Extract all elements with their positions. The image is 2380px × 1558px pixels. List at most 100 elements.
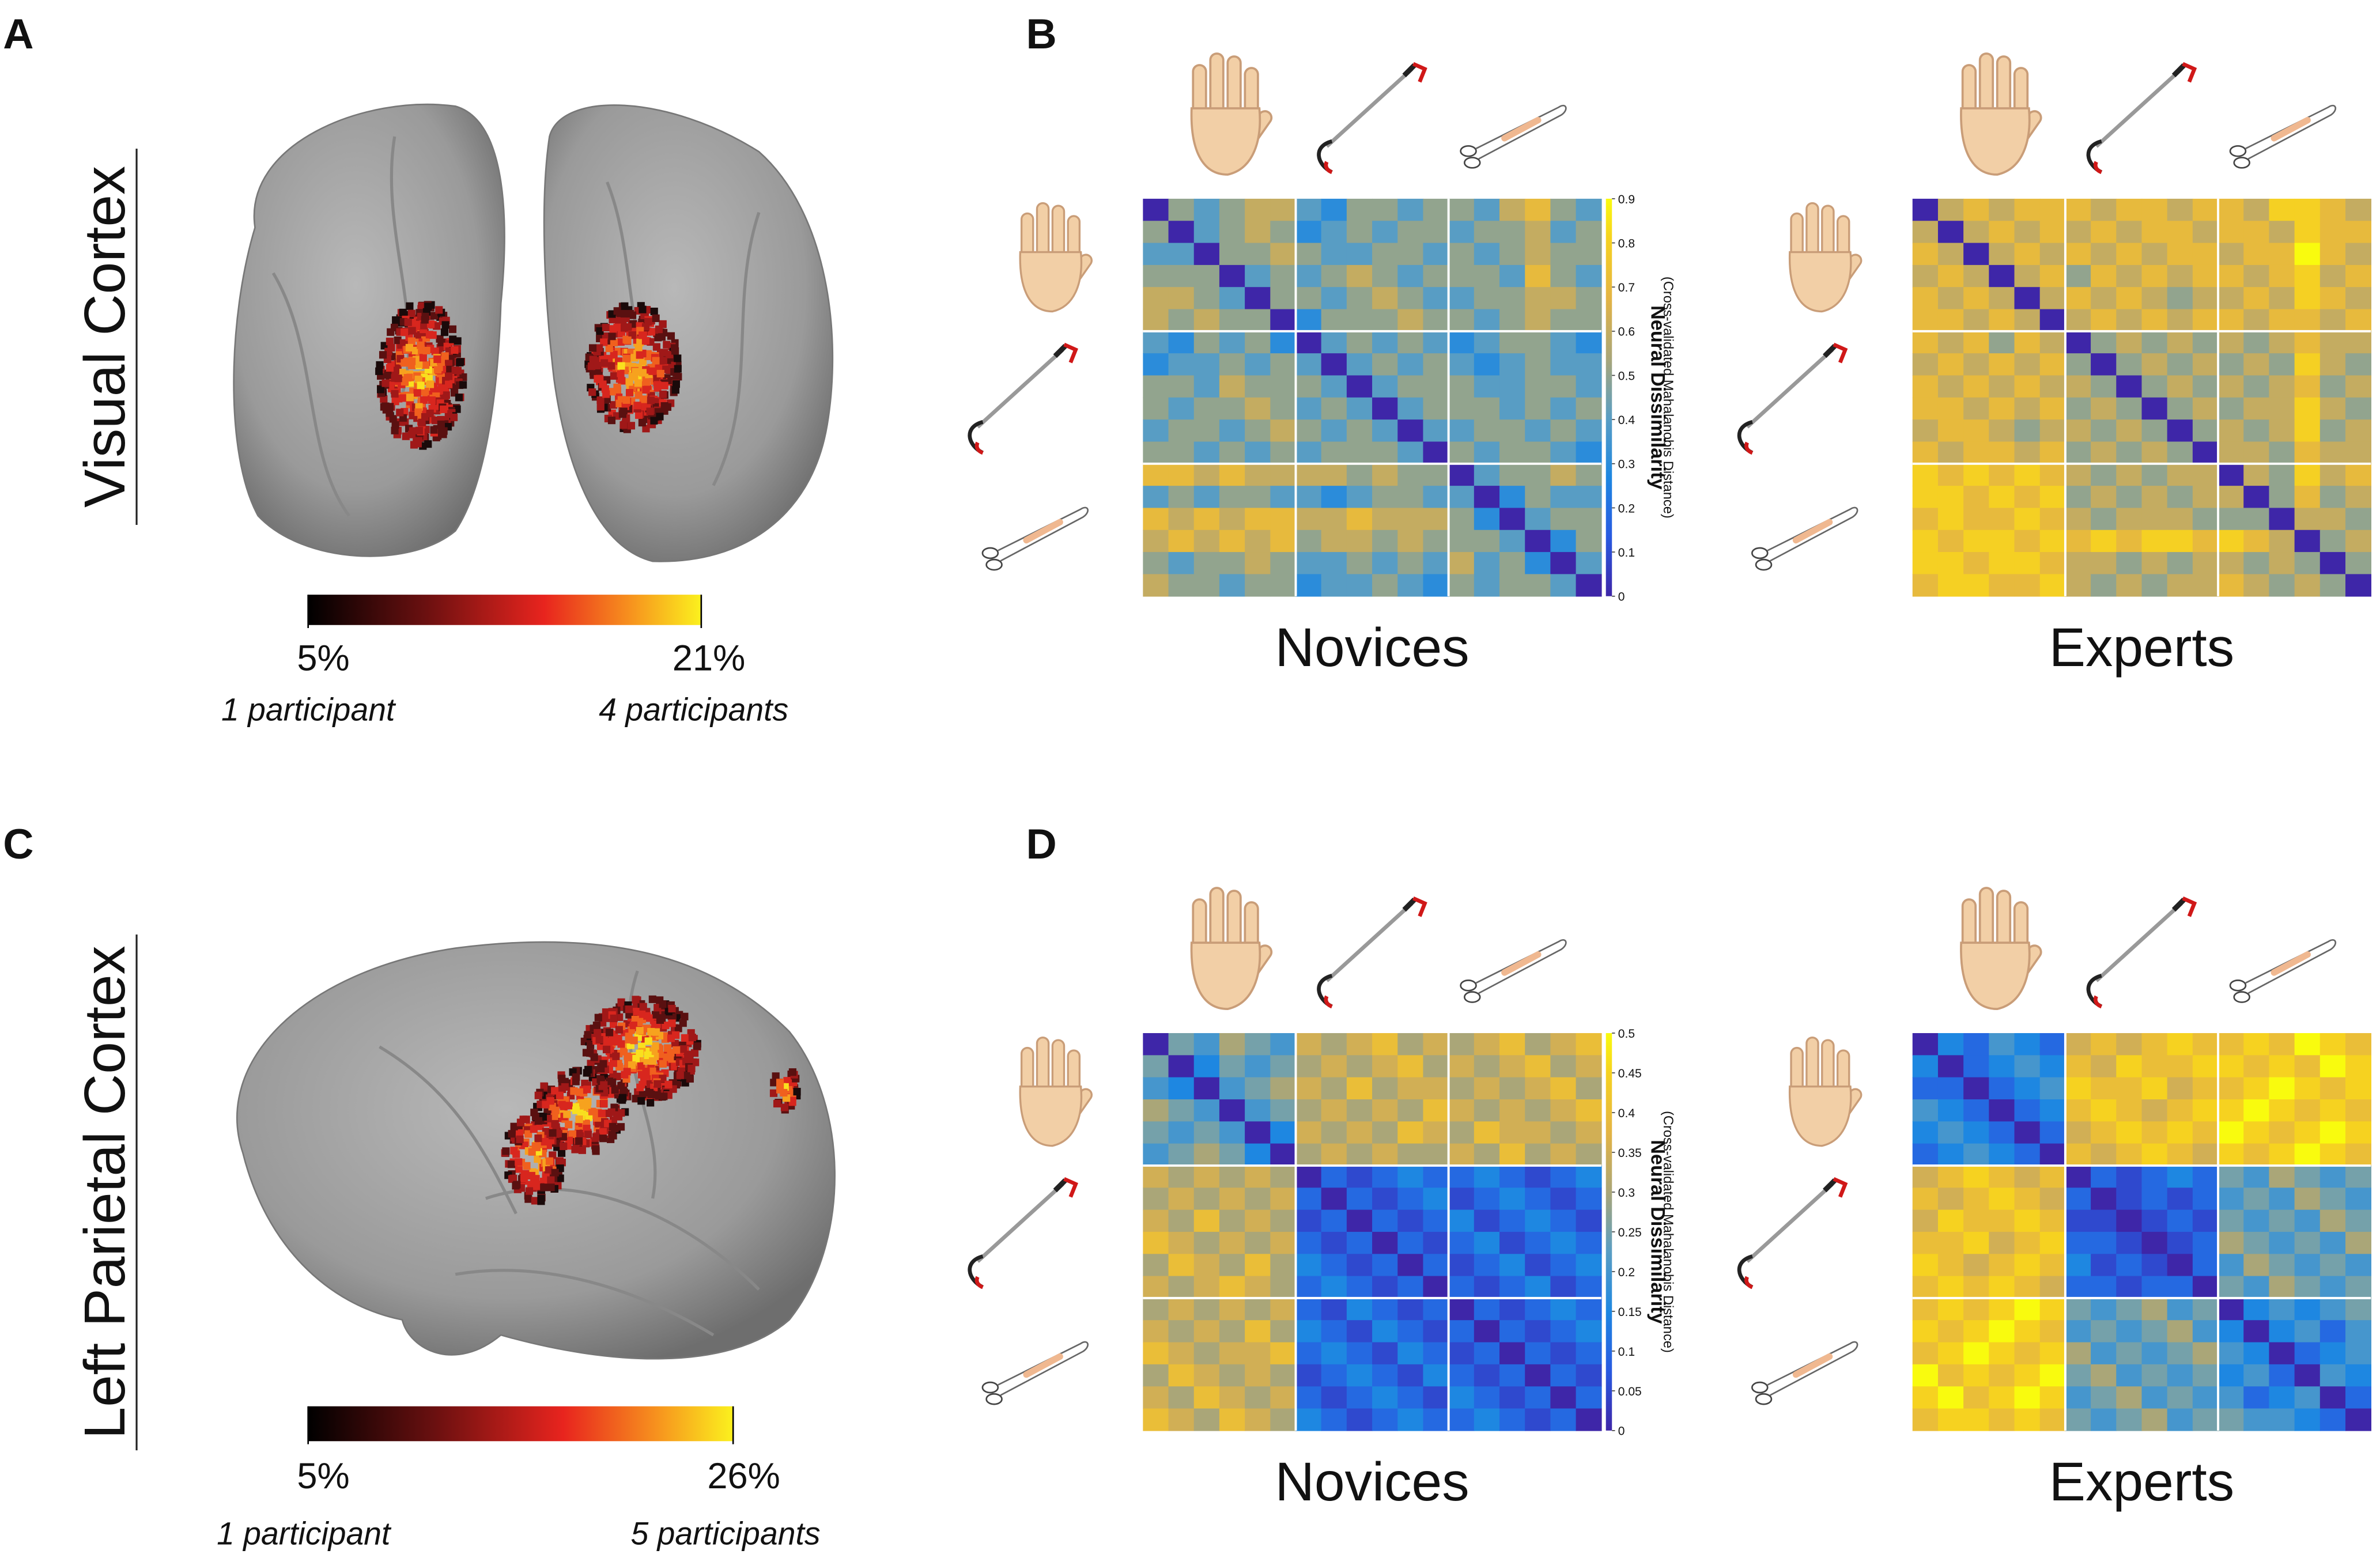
cell	[2141, 265, 2167, 288]
cell	[2269, 552, 2295, 574]
cell	[2167, 1343, 2193, 1365]
cell	[1296, 1343, 1322, 1365]
cell	[1550, 221, 1576, 243]
cell	[1423, 265, 1449, 288]
cell	[1245, 574, 1271, 596]
cell	[1321, 1232, 1347, 1254]
activation-voxel	[780, 1089, 787, 1096]
activation-voxel	[530, 1109, 538, 1116]
cell	[2345, 419, 2371, 442]
cell	[2015, 508, 2041, 530]
cell	[1989, 464, 2015, 486]
cell	[1550, 574, 1576, 596]
cell	[2116, 398, 2142, 420]
cell	[1194, 1188, 1220, 1210]
colorbar-tick-label: 0.3	[1618, 1186, 1635, 1200]
cell	[1449, 1232, 1475, 1254]
cell	[1989, 243, 2015, 266]
cell	[2065, 1166, 2091, 1188]
cell	[1169, 309, 1195, 332]
cell	[2065, 1364, 2091, 1387]
cell	[1913, 1166, 1939, 1188]
cell	[1169, 1144, 1195, 1166]
activation-voxel	[640, 1003, 647, 1011]
cell	[1219, 552, 1245, 574]
cell	[2141, 1121, 2167, 1144]
cell	[1499, 1254, 1525, 1276]
activation-voxel	[619, 410, 626, 418]
activation-voxel	[391, 375, 399, 382]
cell	[2015, 1409, 2041, 1431]
cell	[1576, 1254, 1602, 1276]
cell	[1423, 1166, 1449, 1188]
cell	[2345, 1144, 2371, 1166]
cell	[2269, 574, 2295, 596]
cell	[1963, 574, 1989, 596]
activation-voxel	[594, 375, 601, 383]
cell	[2269, 1364, 2295, 1387]
cell	[2193, 1055, 2219, 1077]
cell	[2218, 1188, 2244, 1210]
cell	[1550, 441, 1576, 464]
cell	[2269, 1276, 2295, 1299]
cell	[1550, 1409, 1576, 1431]
cell	[1938, 464, 1964, 486]
cell	[2295, 464, 2321, 486]
activation-voxel	[645, 1037, 652, 1045]
cell	[1963, 1121, 1989, 1144]
cell	[1550, 1320, 1576, 1343]
activation-voxel	[693, 1042, 701, 1050]
cell	[1321, 243, 1347, 266]
cell	[1989, 508, 2015, 530]
activation-voxel	[443, 391, 450, 399]
cell	[2167, 419, 2193, 442]
cell	[2141, 375, 2167, 398]
activation-voxel	[628, 1061, 636, 1069]
cell	[2116, 530, 2142, 553]
cell	[2218, 1055, 2244, 1077]
cell	[1296, 1409, 1322, 1431]
cell	[2015, 309, 2041, 332]
cell	[1576, 1232, 1602, 1254]
cell	[1913, 1121, 1939, 1144]
cell	[2193, 486, 2219, 508]
cell	[1372, 1386, 1398, 1409]
cell	[1423, 552, 1449, 574]
activation-voxel	[584, 1130, 592, 1138]
cell	[1397, 1386, 1423, 1409]
activation-voxel	[607, 362, 615, 369]
cell	[1474, 287, 1500, 309]
cell	[1194, 398, 1220, 420]
cell	[2167, 265, 2193, 288]
activation-voxel	[617, 362, 625, 369]
cell	[1989, 1232, 2015, 1254]
activation-voxel	[592, 1133, 600, 1141]
cell	[1347, 243, 1373, 266]
cell	[2320, 1077, 2346, 1100]
cell	[2091, 1276, 2117, 1299]
cell	[2295, 1343, 2321, 1365]
cell	[2345, 1099, 2371, 1122]
cell	[2193, 1188, 2219, 1210]
cell	[1938, 574, 1964, 596]
cell	[2040, 1121, 2066, 1144]
cell	[1397, 508, 1423, 530]
cell	[1194, 1343, 1220, 1365]
cell	[2269, 486, 2295, 508]
cell	[2243, 1188, 2269, 1210]
cell	[1989, 1409, 2015, 1431]
colorbar-tick-label: 0.1	[1618, 1345, 1635, 1359]
activation-voxel	[608, 417, 615, 424]
cell	[1474, 1144, 1500, 1166]
cell	[1397, 1099, 1423, 1122]
cell	[1499, 552, 1525, 574]
cell	[1938, 1276, 1964, 1299]
cell	[1963, 1343, 1989, 1365]
cell	[1423, 1144, 1449, 1166]
cell	[1169, 1188, 1195, 1210]
cell	[1449, 221, 1475, 243]
cell	[2218, 552, 2244, 574]
colorbar	[1606, 1033, 1612, 1431]
cell	[1989, 353, 2015, 376]
cell	[1347, 398, 1373, 420]
